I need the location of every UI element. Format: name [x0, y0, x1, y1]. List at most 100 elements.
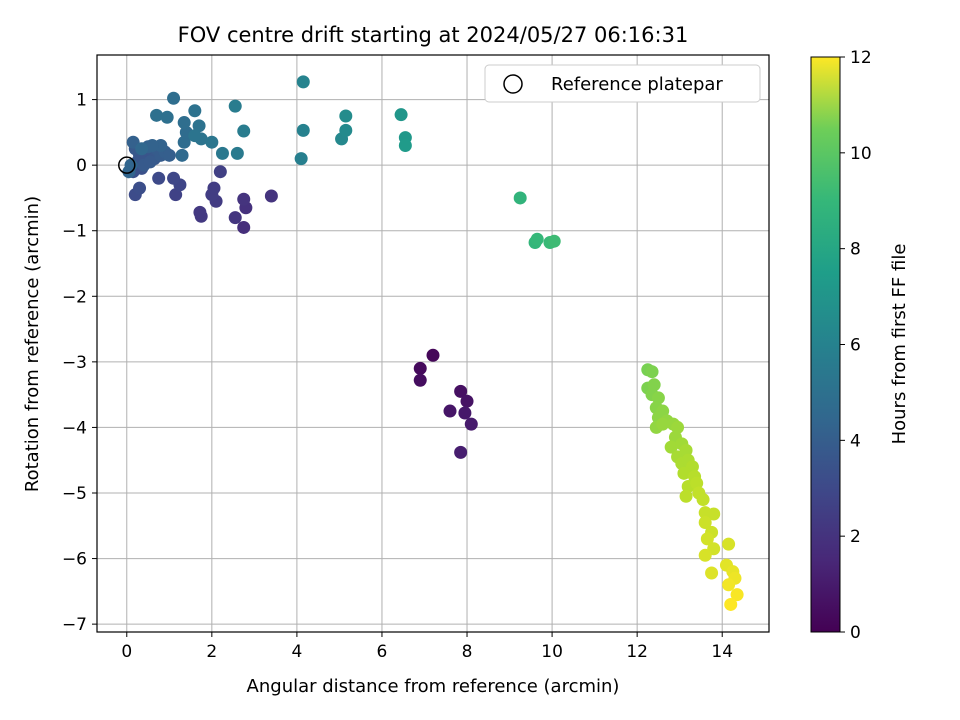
data-point — [443, 404, 457, 418]
data-point — [135, 142, 149, 156]
data-point — [394, 108, 408, 122]
reference-marker — [118, 156, 136, 174]
colorbar-tick-label: 10 — [850, 144, 872, 164]
data-point — [458, 406, 472, 420]
data-point — [193, 205, 207, 219]
data-point — [296, 123, 310, 137]
data-point — [413, 361, 427, 375]
colorbar-tick-label: 0 — [850, 623, 861, 643]
y-tick-label: 0 — [76, 156, 87, 176]
colorbar-tick-label: 4 — [850, 431, 861, 451]
data-point — [143, 155, 157, 169]
colorbar-tick-label: 2 — [850, 527, 861, 547]
x-tick-label: 14 — [711, 642, 733, 662]
data-point — [294, 152, 308, 166]
data-point — [671, 420, 685, 434]
y-tick-label: −7 — [62, 615, 87, 635]
colorbar-tick-label: 6 — [850, 336, 861, 356]
legend: Reference platepar — [484, 64, 761, 103]
data-point — [454, 445, 468, 459]
x-tick-label: 10 — [541, 642, 563, 662]
data-point — [230, 146, 244, 160]
data-point — [664, 440, 678, 454]
colorbar: 0 2 4 6 8 10 12 Hours from first FF file — [810, 48, 910, 643]
data-point — [698, 548, 712, 562]
y-tick-label: 1 — [76, 91, 87, 111]
y-tick-label: −2 — [62, 287, 87, 307]
y-tick-label: −4 — [62, 418, 87, 438]
data-point — [677, 466, 691, 480]
y-tick-label: −3 — [62, 353, 87, 373]
data-point — [724, 597, 738, 611]
data-point — [167, 91, 181, 105]
data-point — [237, 124, 251, 138]
data-point — [339, 123, 353, 137]
data-point — [460, 394, 474, 408]
data-point — [656, 417, 670, 431]
data-point — [398, 138, 412, 152]
data-point — [207, 181, 221, 195]
x-tick-label: 8 — [462, 642, 473, 662]
colorbar-gradient — [810, 56, 841, 633]
data-point — [547, 234, 561, 248]
data-point — [690, 476, 704, 490]
data-point — [707, 507, 721, 521]
data-point — [679, 489, 693, 503]
data-point — [722, 578, 736, 592]
y-axis-ticks: 1 0 −1 −2 −3 −4 −5 −6 −7 — [62, 91, 97, 635]
data-point — [426, 348, 440, 362]
data-point — [237, 220, 251, 234]
y-tick-label: −5 — [62, 484, 87, 504]
data-point — [339, 109, 353, 123]
data-point — [188, 129, 202, 143]
data-point — [228, 99, 242, 113]
data-point — [215, 146, 229, 160]
data-point — [454, 384, 468, 398]
x-tick-label: 12 — [626, 642, 648, 662]
data-point — [192, 119, 206, 133]
chart-title: FOV centre drift starting at 2024/05/27 … — [178, 23, 689, 47]
data-point — [160, 110, 174, 124]
data-point — [122, 165, 136, 179]
x-tick-label: 6 — [377, 642, 388, 662]
data-point — [264, 189, 278, 203]
data-point — [177, 116, 191, 130]
x-axis-ticks: 0 2 4 6 8 10 12 14 — [121, 632, 733, 662]
colorbar-ticks: 0 2 4 6 8 10 12 — [840, 48, 872, 643]
x-tick-label: 2 — [206, 642, 217, 662]
data-point — [133, 181, 147, 195]
data-point — [145, 138, 159, 152]
data-point — [228, 211, 242, 225]
data-point — [679, 443, 693, 457]
data-point — [175, 148, 189, 162]
colorbar-label: Hours from first FF file — [889, 244, 910, 445]
data-point — [530, 232, 544, 246]
data-point — [730, 588, 744, 602]
data-point — [722, 537, 736, 551]
legend-box — [484, 64, 761, 103]
data-point — [464, 417, 478, 431]
data-point — [152, 171, 166, 185]
data-point — [188, 104, 202, 118]
colorbar-tick-label: 12 — [850, 48, 872, 68]
data-point — [700, 532, 714, 546]
colorbar-tick-label: 8 — [850, 240, 861, 260]
data-point — [177, 135, 191, 149]
data-point — [645, 365, 659, 379]
legend-marker-icon — [503, 74, 523, 94]
legend-label: Reference platepar — [551, 74, 723, 95]
data-point — [237, 192, 251, 206]
y-tick-label: −6 — [62, 550, 87, 570]
data-point — [150, 108, 164, 122]
data-point — [698, 516, 712, 530]
x-axis-label: Angular distance from reference (arcmin) — [247, 676, 620, 697]
data-points — [122, 75, 744, 611]
x-tick-label: 0 — [121, 642, 132, 662]
data-point — [205, 135, 219, 149]
data-point — [296, 75, 310, 89]
data-point — [651, 391, 665, 405]
y-axis-label: Rotation from reference (arcmin) — [22, 196, 43, 492]
data-point — [413, 373, 427, 387]
data-point — [162, 148, 176, 162]
data-point — [213, 165, 227, 179]
